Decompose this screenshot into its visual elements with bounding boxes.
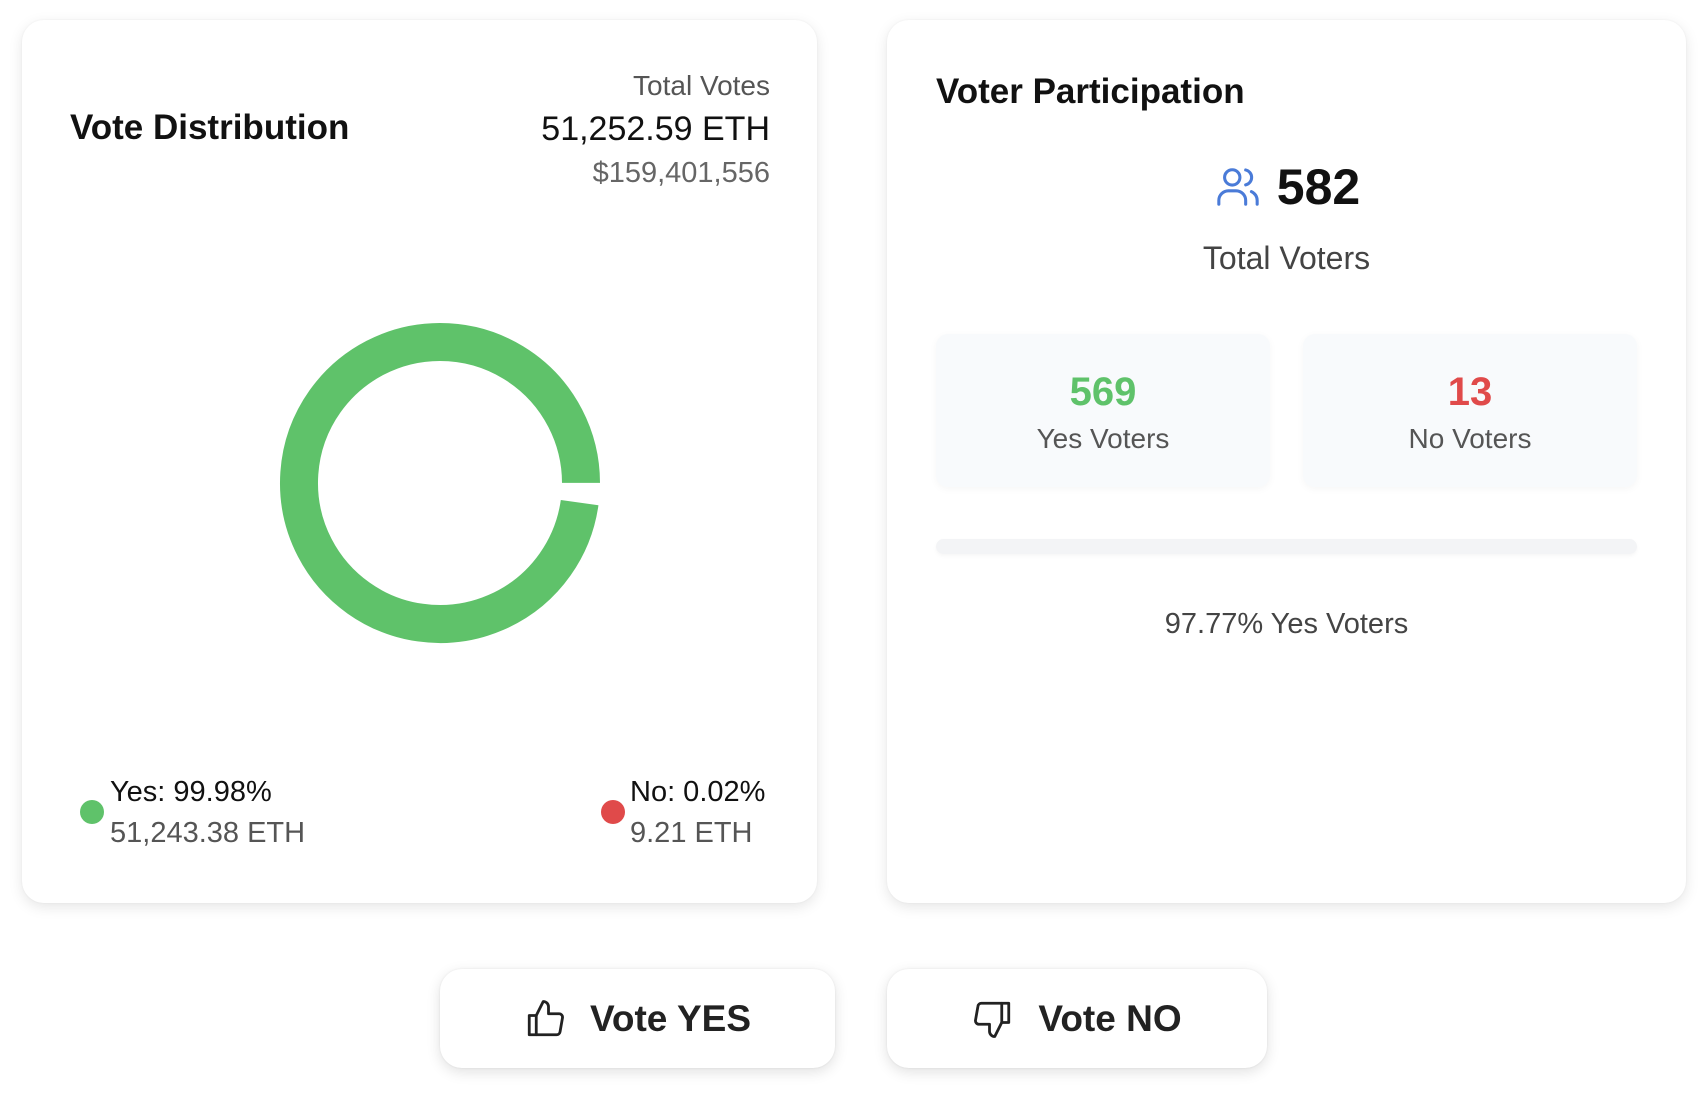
yes-legend-label: Yes: 99.98% — [110, 776, 272, 808]
total-voters-count: 582 — [1276, 159, 1361, 215]
vote-yes-label: Vote YES — [589, 997, 752, 1039]
card-title: Voter Participation — [936, 72, 1245, 111]
no-legend-dot — [601, 800, 625, 824]
no-legend-amount: 9.21 ETH — [630, 817, 753, 849]
donut-slice-yes[interactable] — [280, 323, 600, 643]
no-voters-label: No Voters — [1408, 423, 1532, 454]
yes-voters-count: 569 — [1069, 370, 1137, 414]
vote-yes-button[interactable]: Vote YES — [440, 969, 835, 1068]
thumbs-down-icon — [974, 1001, 1011, 1038]
total-votes-eth: 51,252.59 ETH — [541, 110, 770, 148]
users-icon — [1217, 168, 1259, 206]
yes-voters-progress-bar — [936, 539, 1637, 554]
no-legend-label: No: 0.02% — [630, 776, 766, 808]
total-votes-usd: $159,401,556 — [592, 157, 770, 189]
donut-chart — [280, 323, 600, 643]
vote-distribution-card: Vote Distribution Total Votes 51,252.59 … — [22, 20, 817, 903]
yes-voters-box: 569 Yes Voters — [936, 334, 1270, 487]
voter-participation-card: Voter Participation 582 Total Voters 569… — [887, 20, 1686, 903]
vote-no-label: Vote NO — [1038, 997, 1182, 1039]
no-voters-box: 13 No Voters — [1303, 334, 1637, 487]
vote-no-button[interactable]: Vote NO — [887, 969, 1267, 1068]
thumbs-up-icon — [527, 999, 564, 1036]
card-title: Vote Distribution — [70, 108, 350, 147]
total-votes-label: Total Votes — [633, 70, 770, 101]
total-voters-label: Total Voters — [1202, 240, 1371, 276]
yes-legend-amount: 51,243.38 ETH — [110, 817, 306, 849]
yes-voters-label: Yes Voters — [1036, 423, 1170, 454]
yes-voters-percent: 97.77% Yes Voters — [1164, 608, 1409, 640]
no-voters-count: 13 — [1447, 370, 1493, 414]
yes-legend-dot — [80, 800, 104, 824]
